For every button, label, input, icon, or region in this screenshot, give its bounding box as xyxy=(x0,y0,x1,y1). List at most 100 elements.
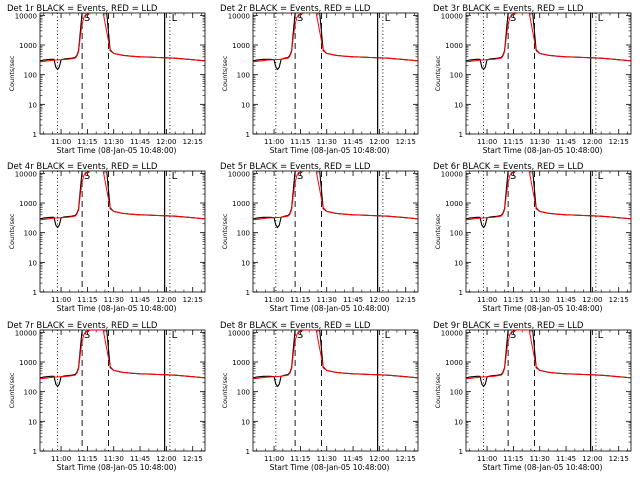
y-axis-label: Counts/sec xyxy=(221,213,229,249)
chart-panel: Det 9r BLACK = Events, RED = LLD 1 10 100 10… xyxy=(433,321,632,472)
events-series-line xyxy=(253,330,418,388)
x-tick-label: 11:00 xyxy=(264,138,284,146)
chart-title: Det 9r BLACK = Events, RED = LLD xyxy=(433,321,584,331)
x-tick-label: 12:15 xyxy=(183,296,203,304)
annotation-label: S xyxy=(510,171,516,182)
x-tick-label: 11:45 xyxy=(343,455,363,463)
x-tick-label: 12:00 xyxy=(582,138,602,146)
x-tick-label: 11:30 xyxy=(530,455,550,463)
x-tick-label: 11:00 xyxy=(51,296,71,304)
y-tick-label: 100 xyxy=(237,230,250,238)
x-tick-label: 11:30 xyxy=(530,138,550,146)
x-tick-label: 11:15 xyxy=(503,296,523,304)
x-tick-label: 11:30 xyxy=(317,455,337,463)
lld-series-line xyxy=(40,13,205,63)
chart-title: Det 2r BLACK = Events, RED = LLD xyxy=(220,4,371,14)
y-tick-label: 1 xyxy=(246,131,250,139)
y-tick-label: 10 xyxy=(241,101,250,109)
x-tick-label: 11:30 xyxy=(104,296,124,304)
y-tick-label: 1000 xyxy=(445,42,463,50)
plot-frame xyxy=(252,12,419,135)
x-tick-label: 12:15 xyxy=(183,138,203,146)
x-tick-label: 11:15 xyxy=(77,138,97,146)
chart-panel: Det 4r BLACK = Events, RED = LLD 1 10 100 10… xyxy=(7,162,206,313)
x-tick-label: 12:00 xyxy=(369,138,389,146)
y-tick-label: 1 xyxy=(33,289,37,297)
x-tick-label: 11:15 xyxy=(290,296,310,304)
x-tick-label: 11:15 xyxy=(77,455,97,463)
y-tick-label: 1000 xyxy=(445,200,463,208)
y-axis-label: Counts/sec xyxy=(221,55,229,91)
y-tick-label: 1000 xyxy=(19,200,37,208)
x-tick-label: 11:00 xyxy=(264,455,284,463)
x-tick-label: 11:15 xyxy=(290,455,310,463)
chart-title: Det 5r BLACK = Events, RED = LLD xyxy=(220,162,371,172)
x-tick-label: 11:15 xyxy=(503,455,523,463)
y-axis-label: Counts/sec xyxy=(434,372,442,408)
x-tick-label: 11:00 xyxy=(51,455,71,463)
x-tick-label: 11:15 xyxy=(77,296,97,304)
lld-series-line xyxy=(40,330,205,380)
y-tick-label: 100 xyxy=(24,72,37,80)
y-tick-label: 1000 xyxy=(445,359,463,367)
y-tick-label: 10 xyxy=(28,418,37,426)
annotation-label: S xyxy=(297,330,303,341)
x-tick-label: 11:30 xyxy=(317,296,337,304)
x-tick-label: 11:45 xyxy=(130,296,150,304)
annotation-label: L xyxy=(598,13,604,24)
plot-frame xyxy=(465,329,632,452)
lld-series-line xyxy=(466,13,631,63)
lld-series-line xyxy=(466,171,631,221)
x-tick-label: 11:00 xyxy=(264,296,284,304)
annotation-label: S xyxy=(297,13,303,24)
y-tick-label: 100 xyxy=(450,72,463,80)
chart-panel: Det 1r BLACK = Events, RED = LLD 1 10 100 10… xyxy=(7,4,206,155)
x-tick-label: 12:15 xyxy=(609,138,629,146)
x-tick-label: 11:45 xyxy=(343,138,363,146)
events-series-line xyxy=(253,13,418,71)
y-tick-label: 100 xyxy=(237,389,250,397)
x-tick-label: 12:00 xyxy=(582,455,602,463)
chart-title: Det 3r BLACK = Events, RED = LLD xyxy=(433,4,584,14)
annotation-label: L xyxy=(172,330,178,341)
y-tick-label: 10000 xyxy=(228,329,250,337)
events-series-line xyxy=(466,13,631,71)
y-tick-label: 1 xyxy=(33,448,37,456)
x-tick-label: 12:15 xyxy=(183,455,203,463)
y-tick-label: 1000 xyxy=(19,42,37,50)
chart-panel: Det 2r BLACK = Events, RED = LLD 1 10 100 10… xyxy=(220,4,419,155)
plot-frame xyxy=(39,170,206,293)
annotation-label: S xyxy=(84,330,90,341)
y-tick-label: 10000 xyxy=(228,12,250,20)
plot-frame xyxy=(252,170,419,293)
y-tick-label: 10000 xyxy=(15,170,37,178)
y-tick-label: 10000 xyxy=(15,329,37,337)
chart-panel: Det 6r BLACK = Events, RED = LLD 1 10 100 10… xyxy=(433,162,632,313)
annotation-label: L xyxy=(172,13,178,24)
y-tick-label: 1 xyxy=(459,448,463,456)
plot-frame xyxy=(39,329,206,452)
events-series-line xyxy=(253,171,418,229)
events-series-line xyxy=(40,330,205,388)
y-tick-label: 1000 xyxy=(19,359,37,367)
y-tick-label: 10 xyxy=(28,259,37,267)
lld-series-line xyxy=(40,171,205,221)
y-axis-label: Counts/sec xyxy=(434,213,442,249)
y-tick-label: 10 xyxy=(454,101,463,109)
x-tick-label: 11:15 xyxy=(290,138,310,146)
y-tick-label: 10 xyxy=(454,259,463,267)
x-axis-label: Start Time (08-Jan-05 10:48:00) xyxy=(57,146,177,155)
annotation-label: L xyxy=(598,330,604,341)
x-tick-label: 12:15 xyxy=(396,138,416,146)
chart-title: Det 4r BLACK = Events, RED = LLD xyxy=(7,162,158,172)
x-axis-label: Start Time (08-Jan-05 10:48:00) xyxy=(483,463,603,472)
x-axis-label: Start Time (08-Jan-05 10:48:00) xyxy=(483,146,603,155)
x-tick-label: 11:30 xyxy=(317,138,337,146)
x-tick-label: 11:30 xyxy=(530,296,550,304)
chart-title: Det 8r BLACK = Events, RED = LLD xyxy=(220,321,371,331)
x-tick-label: 12:15 xyxy=(396,296,416,304)
y-tick-label: 100 xyxy=(237,72,250,80)
y-axis-label: Counts/sec xyxy=(8,55,16,91)
